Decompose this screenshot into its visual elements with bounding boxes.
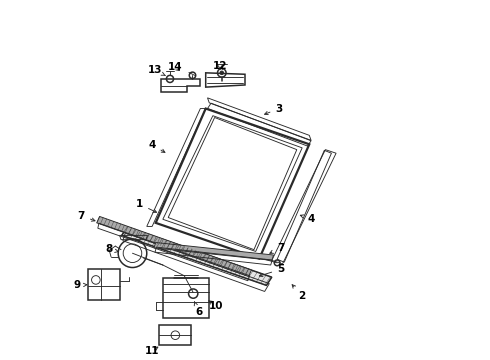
Text: 10: 10: [208, 301, 223, 311]
Text: 4: 4: [300, 214, 315, 224]
Text: 5: 5: [259, 264, 284, 276]
Text: 3: 3: [265, 104, 283, 114]
Text: 12: 12: [213, 61, 227, 71]
Text: 6: 6: [194, 302, 202, 317]
Text: 7: 7: [78, 211, 95, 221]
Circle shape: [220, 71, 223, 75]
Text: 8: 8: [105, 244, 118, 254]
Polygon shape: [97, 216, 251, 276]
Text: 7: 7: [270, 243, 284, 253]
Text: 2: 2: [292, 285, 306, 301]
Text: 9: 9: [74, 280, 87, 291]
Text: 1: 1: [136, 199, 157, 212]
Polygon shape: [154, 243, 273, 260]
Polygon shape: [122, 227, 272, 285]
Text: 4: 4: [148, 140, 165, 152]
Text: 13: 13: [147, 65, 165, 75]
Text: 11: 11: [145, 346, 159, 356]
Text: 14: 14: [168, 63, 183, 72]
